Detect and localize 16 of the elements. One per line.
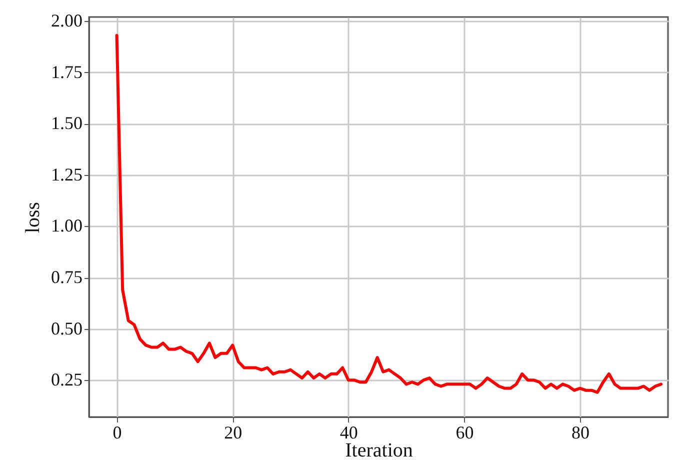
y-tick-label: 1.00: [51, 216, 82, 236]
y-tick-label: 2.00: [51, 10, 82, 31]
x-tick-label: 40: [340, 422, 358, 442]
line-series: [115, 34, 663, 394]
y-tick-label: 1.50: [51, 113, 82, 134]
y-tick-label: 0.75: [51, 267, 82, 288]
x-tick-label: 20: [224, 422, 242, 442]
y-tick-label: 0.50: [51, 318, 82, 338]
x-axis-title: Iteration: [345, 440, 413, 460]
x-tick-label: 0: [112, 422, 122, 442]
y-tick-label: 0.25: [51, 370, 82, 390]
y-tick-label: 1.75: [51, 62, 82, 82]
x-tick-label: 80: [571, 422, 590, 442]
y-axis-title: loss: [22, 202, 44, 234]
y-tick-label: 1.25: [51, 164, 82, 184]
x-tick-label: 60: [456, 422, 474, 442]
